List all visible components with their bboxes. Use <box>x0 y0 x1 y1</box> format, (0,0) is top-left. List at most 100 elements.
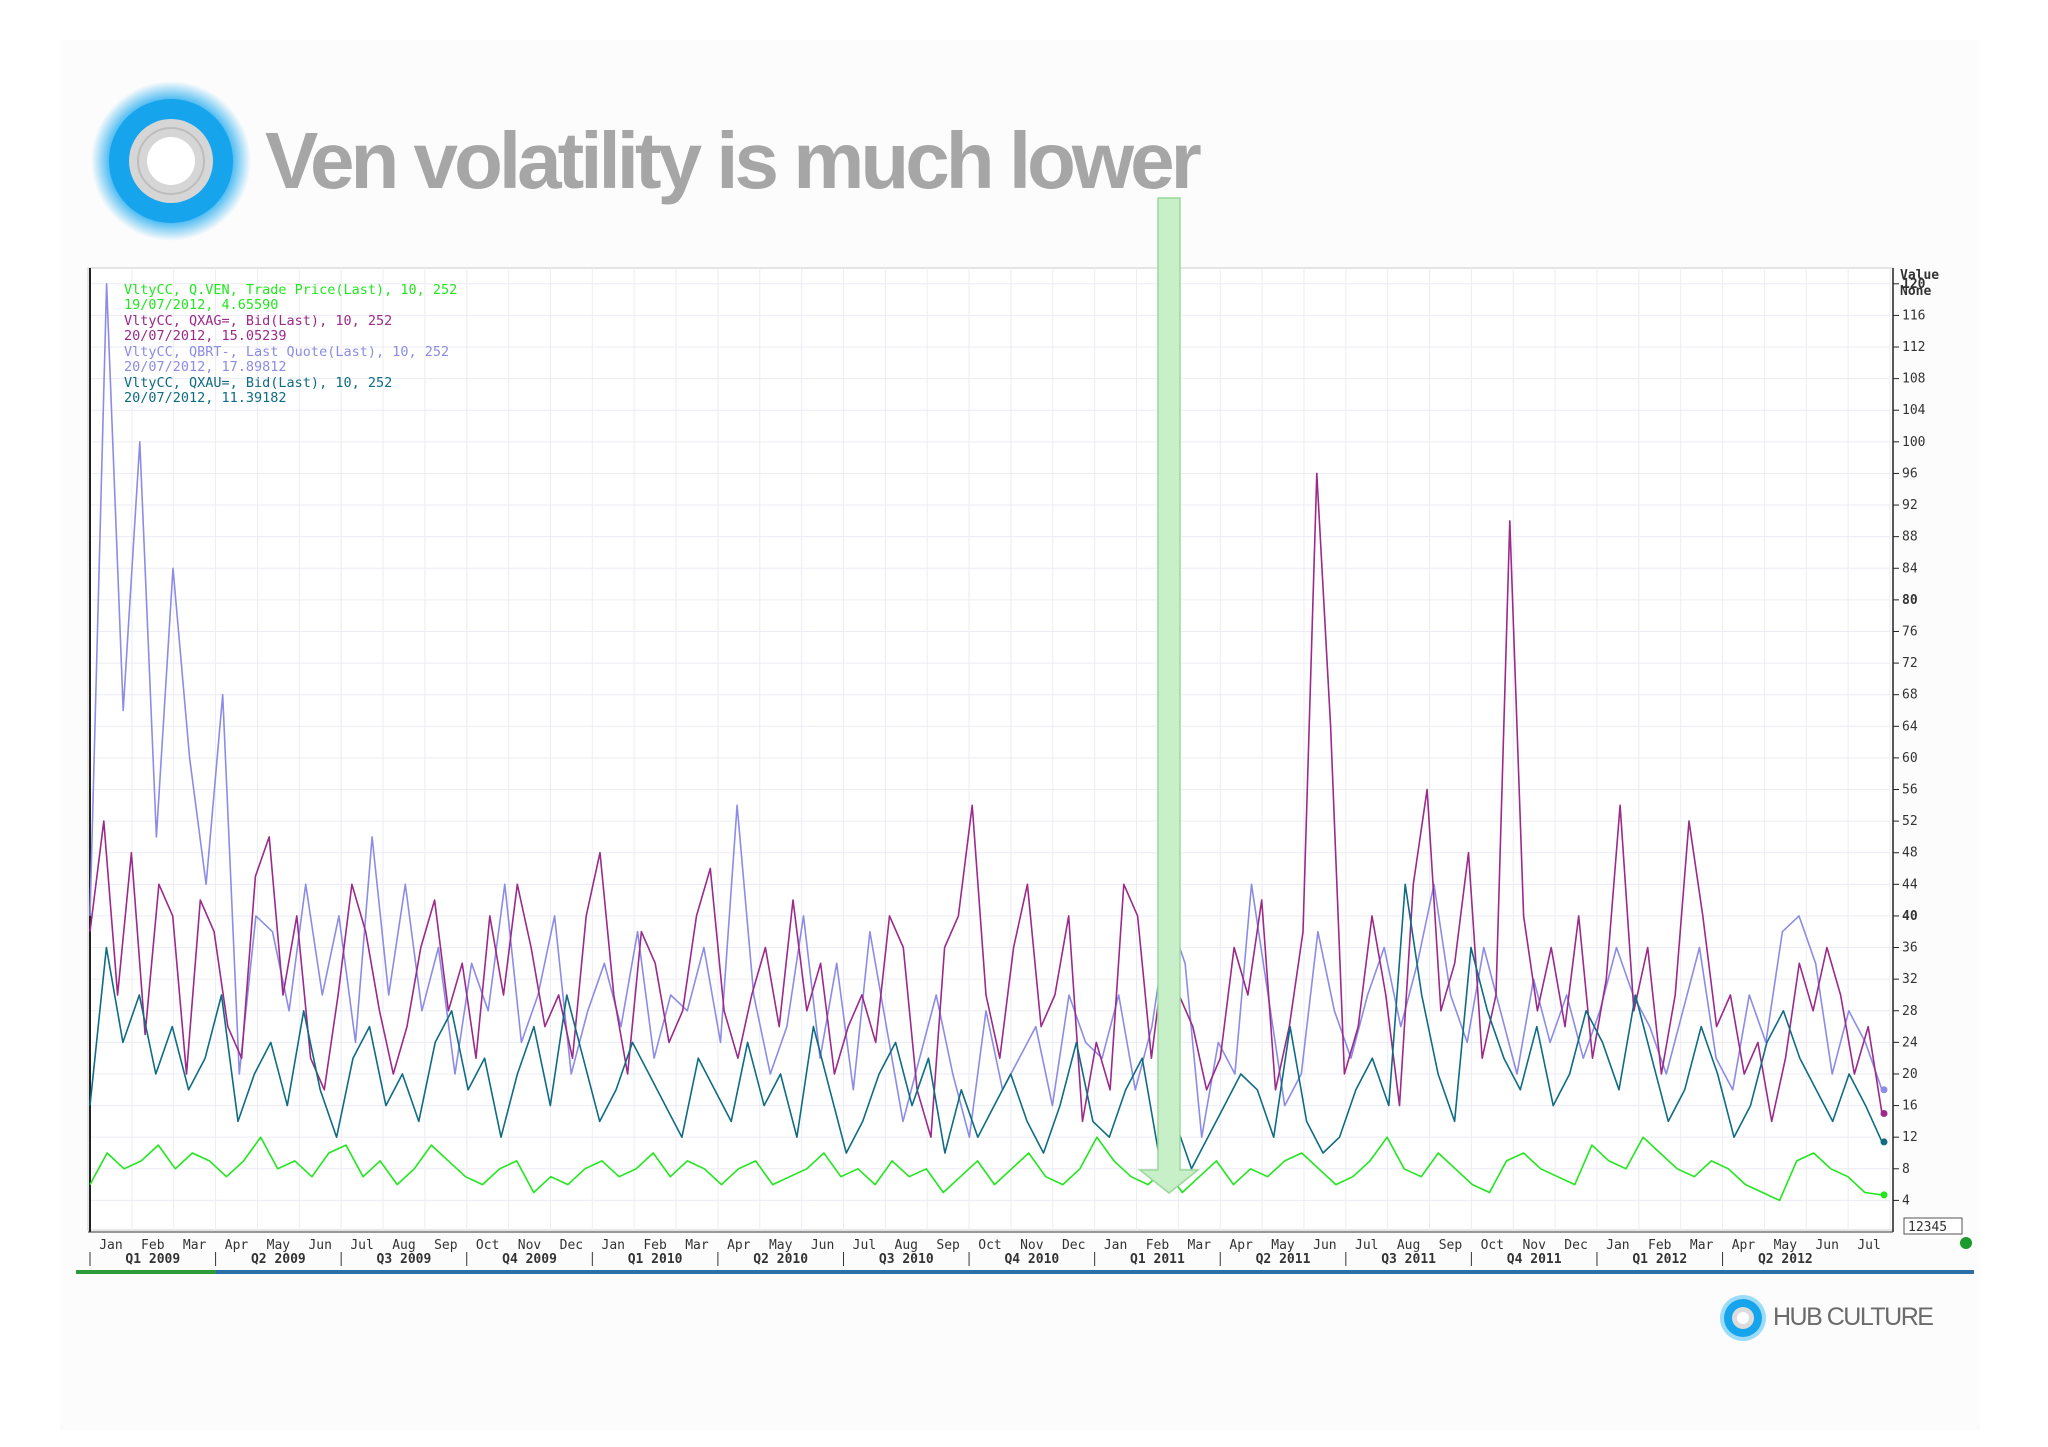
legend: VltyCC, Q.VEN, Trade Price(Last), 10, 25… <box>124 282 457 406</box>
x-axis: Jan Feb Mar Apr May Jun Jul Aug Sep Oct Nov Dec Jan F… <box>89 1238 1881 1267</box>
y-tick-label: 120 <box>1902 277 1926 292</box>
legend-series-name: VltyCC, QBRT-, Last Quote(Last), 10, 252 <box>124 344 449 360</box>
series-end-marker <box>1880 1191 1888 1199</box>
corner-label-box <box>1903 1217 1963 1235</box>
x-month-label: Jan <box>602 1238 625 1253</box>
y-tick-label: 20 <box>1902 1067 1918 1082</box>
y-tick-label: 16 <box>1902 1099 1918 1114</box>
x-month-label: Jun <box>1313 1238 1336 1253</box>
x-month-label: Nov <box>1522 1238 1546 1253</box>
series-layer <box>89 282 1888 1202</box>
x-month-label: Jan <box>99 1238 122 1253</box>
x-month-label: Jun <box>308 1238 331 1253</box>
x-month-label: Jun <box>1815 1238 1838 1253</box>
x-month-label: Jan <box>1606 1238 1629 1253</box>
legend-series-name: VltyCC, QXAU=, Bid(Last), 10, 252 <box>124 375 392 391</box>
x-quarter-label: Q4 2011 <box>1507 1252 1562 1267</box>
x-quarter-label: Q2 2011 <box>1256 1252 1311 1267</box>
y-tick-label: 92 <box>1902 498 1918 513</box>
y-tick-label: 116 <box>1902 308 1925 323</box>
x-quarter-label: Q3 2011 <box>1381 1252 1436 1267</box>
footer-logo-icon <box>1720 1295 1766 1341</box>
x-month-label: May <box>1774 1238 1798 1253</box>
x-quarter-label: Q2 2010 <box>753 1252 808 1267</box>
y-tick-label: 96 <box>1902 466 1918 481</box>
y-tick-label: 84 <box>1902 561 1918 576</box>
y-tick-label: 56 <box>1902 783 1918 798</box>
legend-series-name: VltyCC, Q.VEN, Trade Price(Last), 10, 25… <box>124 282 457 298</box>
corner-label: 12345 <box>1908 1220 1947 1235</box>
y-tick-label: 72 <box>1902 656 1918 671</box>
x-month-label: May <box>267 1238 291 1253</box>
x-month-label: Mar <box>1690 1238 1714 1253</box>
hub-culture-logo <box>91 81 251 241</box>
y-tick-label: 76 <box>1902 624 1918 639</box>
plot-area <box>87 267 1894 1231</box>
series-end-marker <box>1880 1109 1888 1117</box>
x-month-label: Feb <box>643 1238 667 1253</box>
bottom-bar-accent <box>76 1270 216 1274</box>
x-month-label: Oct <box>1481 1238 1504 1253</box>
y-tick-label: 40 <box>1902 909 1918 924</box>
x-month-label: Dec <box>1062 1238 1085 1253</box>
y-tick-label: 4 <box>1902 1193 1910 1208</box>
x-month-label: Feb <box>1146 1238 1170 1253</box>
highlight-arrow <box>1137 197 1201 1194</box>
x-quarter-label: Q1 2010 <box>628 1252 683 1267</box>
slide-title: Ven volatility is much lower <box>265 116 1202 205</box>
x-quarter-label: Q3 2009 <box>377 1252 432 1267</box>
x-quarter-label: Q1 2011 <box>1130 1252 1185 1267</box>
y-tick-label: 64 <box>1902 719 1918 734</box>
bottom-bar <box>76 1270 1974 1274</box>
y-tick-label: 36 <box>1902 941 1918 956</box>
x-quarter-label: Q2 2012 <box>1758 1252 1813 1267</box>
y-tick-label: 52 <box>1902 814 1918 829</box>
x-month-label: Oct <box>476 1238 499 1253</box>
x-quarter-label: Q2 2009 <box>251 1252 306 1267</box>
x-month-label: Aug <box>392 1238 415 1253</box>
series-end-marker <box>1880 1086 1888 1094</box>
series-line <box>89 1136 1883 1202</box>
y-tick-label: 100 <box>1902 435 1925 450</box>
x-month-label: May <box>1271 1238 1295 1253</box>
y-tick-label: 104 <box>1902 403 1926 418</box>
x-month-label: Aug <box>1397 1238 1420 1253</box>
x-month-label: Dec <box>560 1238 583 1253</box>
y-tick-label: 88 <box>1902 530 1918 545</box>
x-month-label: Nov <box>518 1238 542 1253</box>
x-month-label: Mar <box>183 1238 207 1253</box>
legend-series-last: 20/07/2012, 11.39182 <box>124 390 287 406</box>
x-month-label: Apr <box>1229 1238 1253 1253</box>
x-month-label: Jun <box>811 1238 834 1253</box>
x-quarter-label: Q1 2012 <box>1632 1252 1687 1267</box>
x-month-label: Oct <box>978 1238 1001 1253</box>
y-tick-label: 8 <box>1902 1162 1910 1177</box>
x-month-label: Jan <box>1104 1238 1127 1253</box>
x-month-label: Feb <box>1648 1238 1672 1253</box>
x-month-label: May <box>769 1238 793 1253</box>
x-month-label: Jul <box>853 1238 876 1253</box>
x-month-label: Jul <box>350 1238 373 1253</box>
legend-series-last: 19/07/2012, 4.65590 <box>124 297 278 313</box>
legend-series-name: VltyCC, QXAG=, Bid(Last), 10, 252 <box>124 313 392 329</box>
y-tick-label: 112 <box>1902 340 1925 355</box>
y-tick-label: 80 <box>1902 593 1918 608</box>
grid <box>89 268 1891 1232</box>
y-axis: 4812162024283236404448525660646872768084… <box>1893 277 1926 1208</box>
x-month-label: Sep <box>936 1238 960 1253</box>
x-month-label: Jul <box>1355 1238 1378 1253</box>
legend-series-last: 20/07/2012, 15.05239 <box>124 328 287 344</box>
y-axis-header-value: Value <box>1900 268 1939 283</box>
y-tick-label: 48 <box>1902 846 1918 861</box>
y-tick-label: 60 <box>1902 751 1918 766</box>
y-tick-label: 12 <box>1902 1130 1918 1145</box>
x-quarter-label: Q4 2009 <box>502 1252 557 1267</box>
series-end-marker <box>1880 1138 1888 1146</box>
x-month-label: Sep <box>1439 1238 1463 1253</box>
x-month-label: Apr <box>727 1238 751 1253</box>
x-month-label: Feb <box>141 1238 165 1253</box>
x-quarter-label: Q3 2010 <box>879 1252 934 1267</box>
x-month-label: Jul <box>1857 1238 1880 1253</box>
series-line <box>89 472 1883 1138</box>
